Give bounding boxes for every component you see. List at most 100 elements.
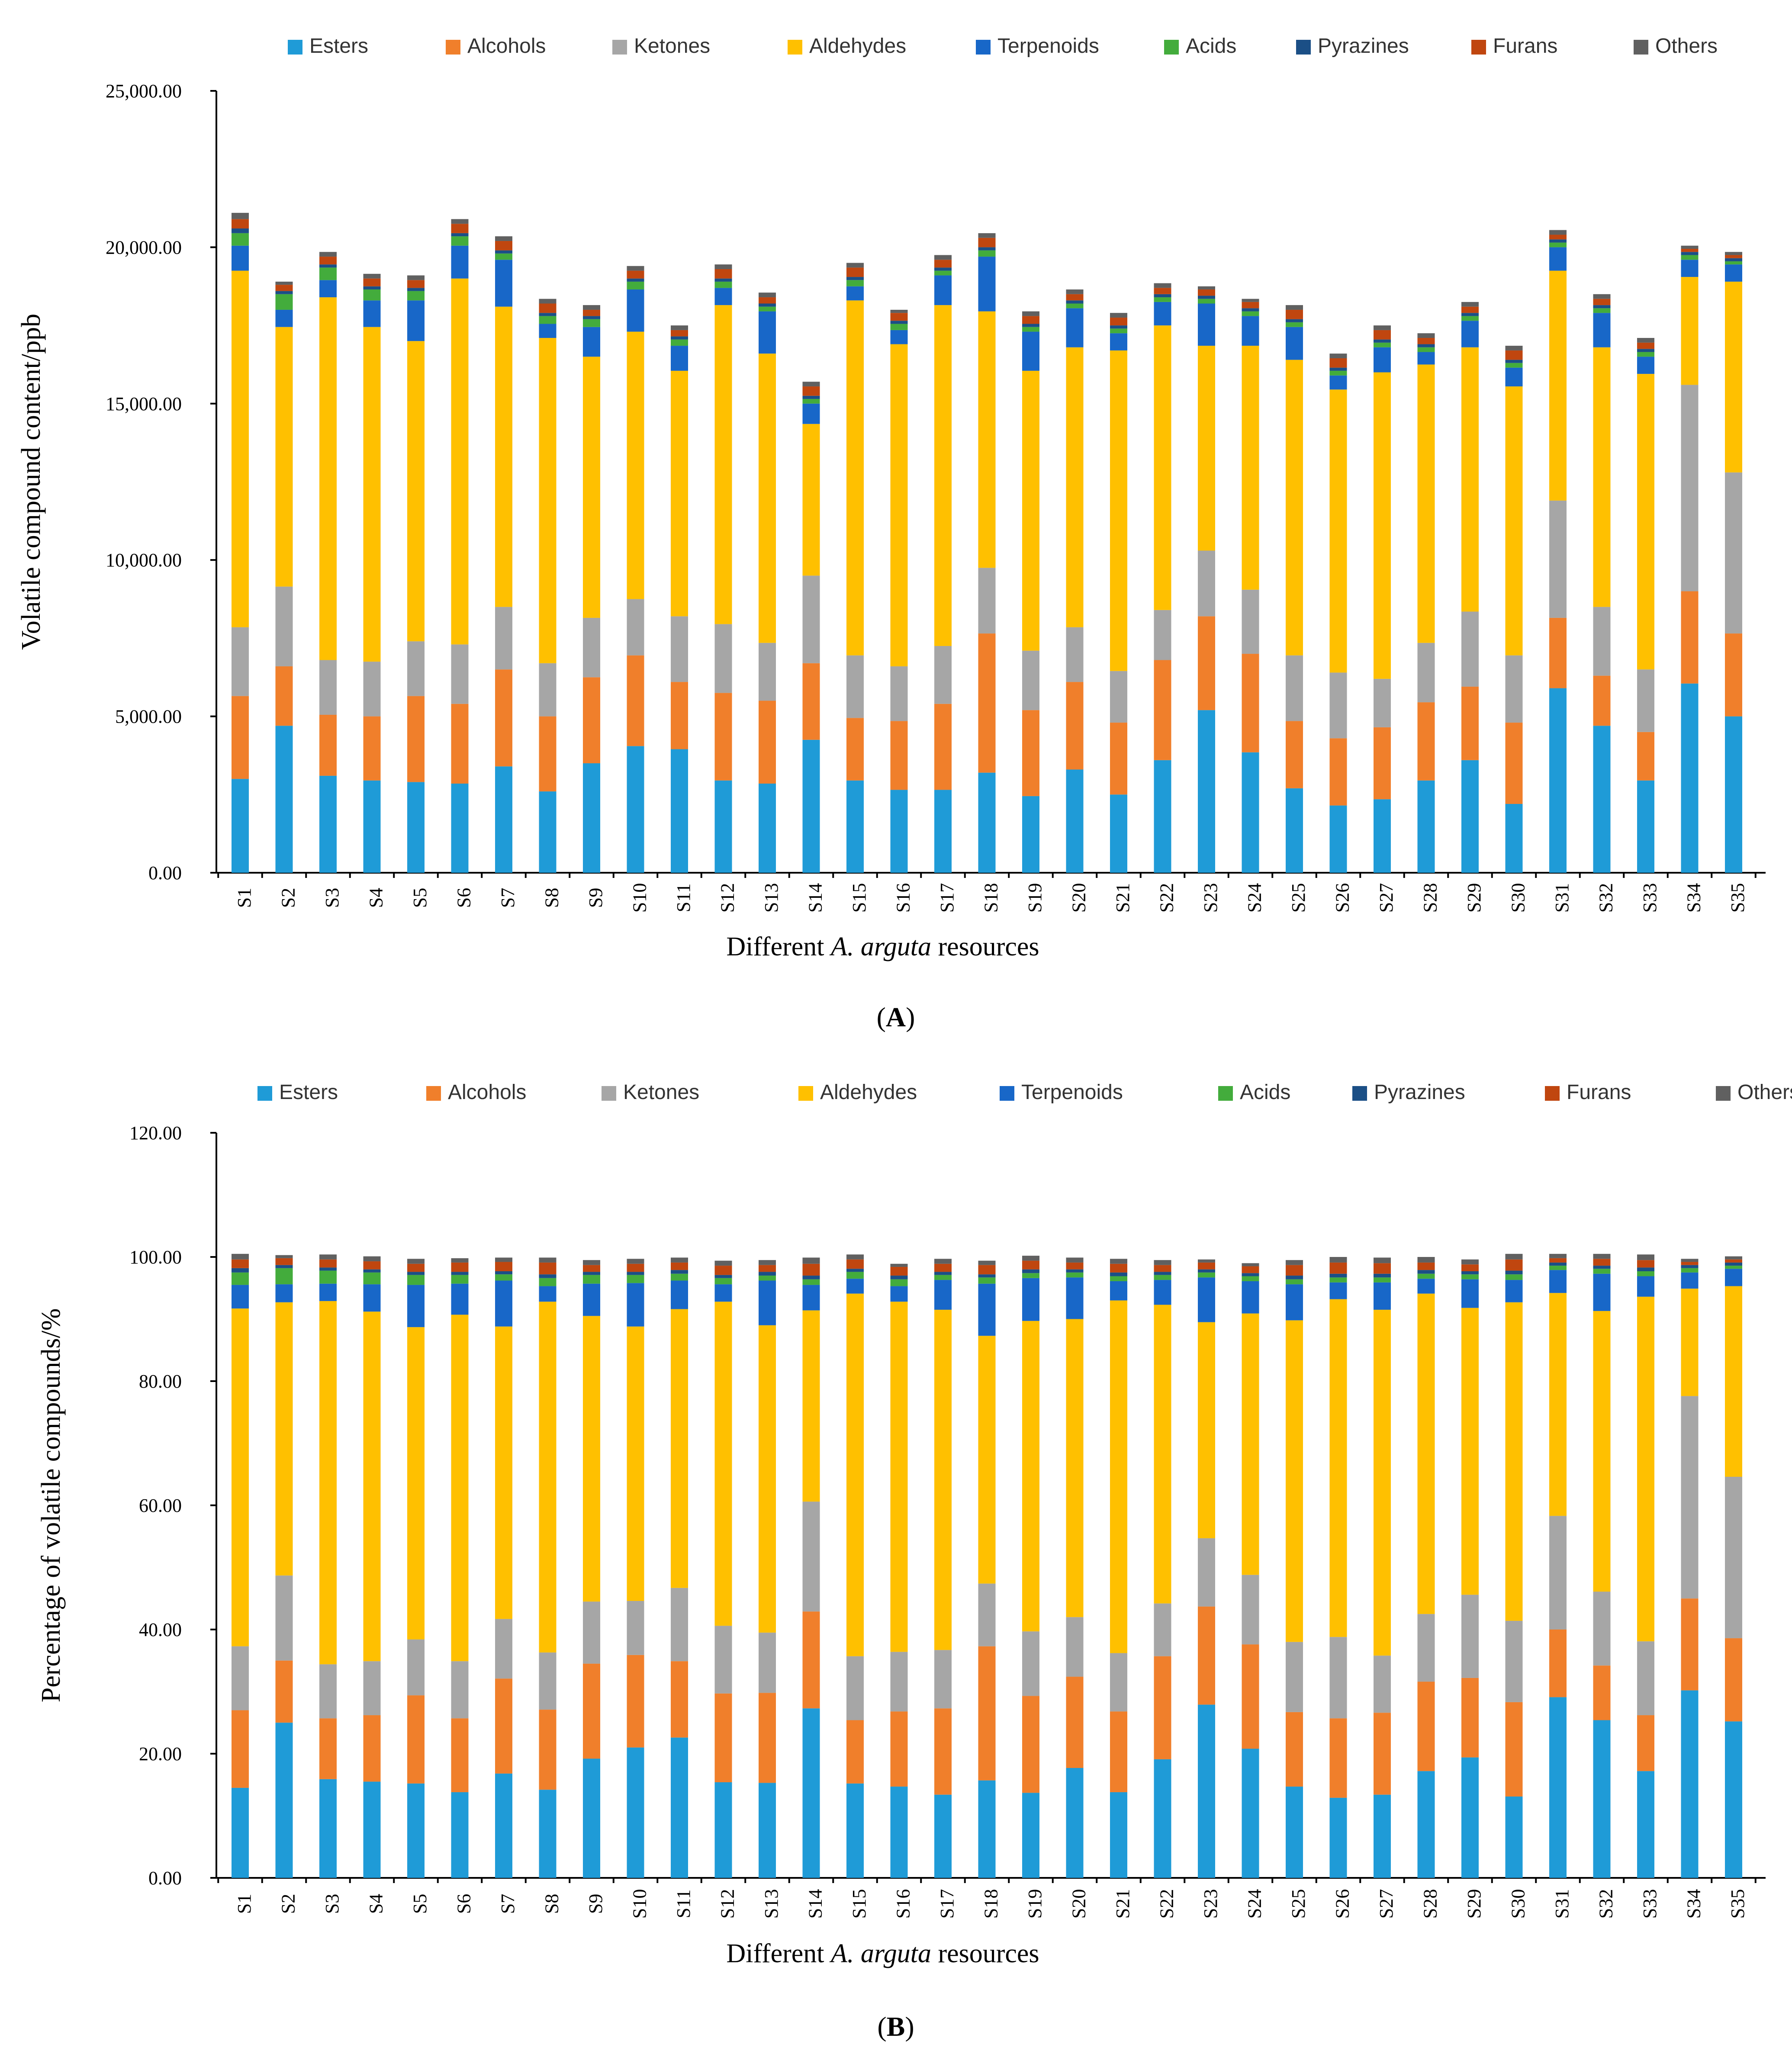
bar-segment-terpenoids-s6 <box>451 245 469 279</box>
bar-segment-furans-s13 <box>759 1265 776 1272</box>
bar-segment-furans-s1 <box>232 219 249 229</box>
bar-segment-ketones-s5 <box>407 1639 425 1696</box>
bar-segment-others-s14 <box>802 1257 820 1264</box>
bar-segment-acids-s7 <box>495 1274 512 1281</box>
bar-segment-aldehydes-s8 <box>539 1302 557 1653</box>
x-tick-label-s8: S8 <box>541 888 563 908</box>
legend-item-aldehydes: Aldehydes <box>798 1081 917 1104</box>
bar-segment-furans-s15 <box>846 267 864 277</box>
legend-item-alcohols: Alcohols <box>426 1081 526 1104</box>
bar-segment-others-s28 <box>1417 1257 1435 1263</box>
bar-segment-alcohols-s23 <box>1198 616 1215 710</box>
bar-segment-acids-s25 <box>1286 1279 1303 1285</box>
bar-segment-alcohols-s32 <box>1593 1665 1611 1720</box>
bar-segment-terpenoids-s13 <box>759 311 776 354</box>
bar-segment-alcohols-s35 <box>1725 1638 1742 1722</box>
legend-item-furans: Furans <box>1545 1081 1631 1104</box>
bar-segment-esters-s29 <box>1461 760 1479 873</box>
x-tick-label-s2: S2 <box>278 1894 299 1914</box>
x-tick-label-s27: S27 <box>1376 883 1397 913</box>
bar-segment-esters-s22 <box>1154 760 1171 873</box>
bar-segment-esters-s16 <box>890 790 908 873</box>
bar-segment-alcohols-s14 <box>802 663 820 740</box>
bar-segment-esters-s30 <box>1505 1797 1523 1878</box>
bar-segment-furans-s30 <box>1505 350 1523 360</box>
bar-segment-pyrazines-s14 <box>802 395 820 399</box>
bar-segment-terpenoids-s30 <box>1505 1280 1523 1302</box>
bar-segment-alcohols-s7 <box>495 1678 512 1774</box>
bar-segment-esters-s21 <box>1110 1792 1127 1878</box>
bar-segment-aldehydes-s3 <box>319 1301 337 1665</box>
bar-segment-others-s16 <box>890 1263 908 1267</box>
bar-segment-alcohols-s25 <box>1286 1712 1303 1787</box>
bar-segment-acids-s31 <box>1549 242 1567 247</box>
bar-segment-esters-s11 <box>671 749 688 873</box>
legend-item-acids: Acids <box>1164 35 1236 58</box>
bar-segment-acids-s29 <box>1461 1274 1479 1279</box>
bar-segment-alcohols-s6 <box>451 704 469 784</box>
bar-segment-ketones-s27 <box>1374 678 1391 727</box>
x-tick-label-s15: S15 <box>849 883 870 913</box>
bar-segment-aldehydes-s15 <box>846 300 864 656</box>
bar-segment-furans-s2 <box>275 285 293 291</box>
bar-segment-others-s5 <box>407 1259 425 1264</box>
bar-segment-ketones-s4 <box>363 1661 381 1716</box>
bar-segment-alcohols-s26 <box>1329 738 1347 806</box>
bar-segment-esters-s25 <box>1286 788 1303 873</box>
legend-swatch-others <box>1634 40 1648 55</box>
bar-segment-terpenoids-s35 <box>1725 264 1742 282</box>
bar-segment-pyrazines-s5 <box>407 288 425 291</box>
bar-segment-aldehydes-s18 <box>978 1336 996 1584</box>
bar-segment-acids-s12 <box>714 1278 732 1285</box>
x-tick-label-s31: S31 <box>1551 1889 1573 1919</box>
x-tick-label-s35: S35 <box>1727 883 1748 913</box>
bar-segment-furans-s27 <box>1374 1263 1391 1274</box>
bar-segment-terpenoids-s35 <box>1725 1269 1742 1286</box>
bar-segment-alcohols-s8 <box>539 716 557 792</box>
x-tick-label-s10: S10 <box>629 883 650 913</box>
bar-segment-terpenoids-s27 <box>1374 347 1391 373</box>
bar-segment-alcohols-s5 <box>407 1695 425 1784</box>
legend-label-aldehydes: Aldehydes <box>820 1081 917 1104</box>
bar-segment-esters-s10 <box>627 746 644 873</box>
bar-segment-acids-s13 <box>759 1276 776 1281</box>
bar-segment-ketones-s9 <box>583 1601 600 1664</box>
x-tick-label-s9: S9 <box>585 888 606 908</box>
bar-segment-terpenoids-s1 <box>232 1285 249 1309</box>
bar-segment-ketones-s9 <box>583 617 600 678</box>
bar-segment-esters-s32 <box>1593 1720 1611 1878</box>
bar-segment-alcohols-s16 <box>890 721 908 790</box>
bar-segment-aldehydes-s30 <box>1505 386 1523 656</box>
bar-segment-terpenoids-s25 <box>1286 327 1303 360</box>
bar-segment-furans-s21 <box>1110 318 1127 326</box>
bar-segment-ketones-s27 <box>1374 1655 1391 1713</box>
legend-label-others: Others <box>1737 1081 1792 1104</box>
bar-segment-pyrazines-s15 <box>846 1269 864 1272</box>
bar-segment-terpenoids-s22 <box>1154 302 1171 326</box>
bar-segment-aldehydes-s4 <box>363 327 381 662</box>
x-tick-label-s14: S14 <box>805 883 826 913</box>
bar-segment-aldehydes-s11 <box>671 370 688 617</box>
bar-segment-pyrazines-s9 <box>583 316 600 319</box>
bar-segment-acids-s1 <box>232 233 249 246</box>
bar-segment-acids-s31 <box>1549 1266 1567 1270</box>
bar-segment-pyrazines-s5 <box>407 1272 425 1275</box>
bar-segment-others-s5 <box>407 275 425 280</box>
bar-segment-alcohols-s18 <box>978 633 996 773</box>
bar-segment-alcohols-s6 <box>451 1718 469 1792</box>
bar-segment-furans-s22 <box>1154 1265 1171 1272</box>
bar-segment-pyrazines-s31 <box>1549 1262 1567 1266</box>
bar-segment-others-s33 <box>1637 1254 1654 1260</box>
bar-segment-esters-s35 <box>1725 716 1742 873</box>
bar-segment-ketones-s23 <box>1198 1538 1215 1607</box>
bar-segment-terpenoids-s27 <box>1374 1282 1391 1310</box>
legend-item-others: Others <box>1716 1081 1792 1104</box>
bar-segment-esters-s1 <box>232 1787 249 1878</box>
bar-segment-acids-s14 <box>802 1279 820 1285</box>
bar-segment-furans-s25 <box>1286 1265 1303 1276</box>
bar-segment-furans-s30 <box>1505 1259 1523 1271</box>
bar-segment-terpenoids-s33 <box>1637 1276 1654 1297</box>
bar-segment-aldehydes-s19 <box>1022 370 1039 651</box>
bar-segment-furans-s35 <box>1725 1259 1742 1263</box>
y-tick-label: 20.00 <box>139 1743 182 1765</box>
